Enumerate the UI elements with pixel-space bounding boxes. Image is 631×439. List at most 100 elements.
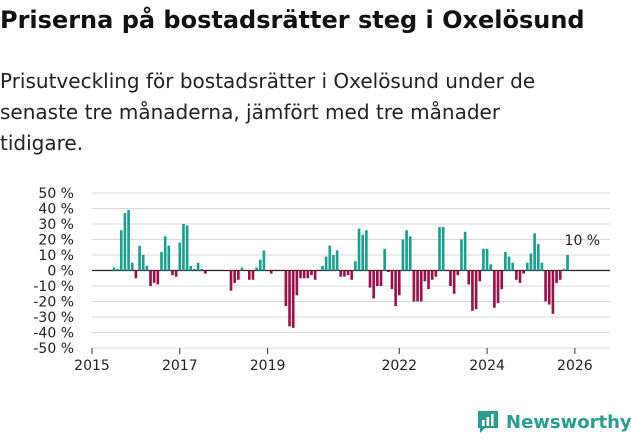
- bar: [247, 270, 251, 280]
- bar: [467, 270, 471, 285]
- bar: [496, 270, 500, 304]
- bar: [354, 261, 357, 271]
- bar: [149, 270, 152, 286]
- last-value-label: 10 %: [565, 233, 601, 249]
- bar: [145, 265, 149, 271]
- x-tick-label: 2017: [162, 358, 198, 374]
- bar: [438, 227, 441, 271]
- bar: [163, 236, 167, 271]
- bar: [493, 270, 496, 308]
- bar: [463, 231, 467, 271]
- bar: [160, 251, 163, 271]
- bar: [284, 270, 288, 307]
- bar: [357, 228, 361, 271]
- x-tick-label: 2019: [250, 358, 286, 374]
- chart-subtitle: Prisutveckling för bostadsrätter i Oxelö…: [0, 69, 536, 155]
- y-axis: 50 %40 %30 %20 %10 %0 %-10 %-20 %-30 %-4…: [33, 186, 74, 357]
- bar: [412, 270, 416, 302]
- bar: [200, 268, 204, 271]
- bar: [504, 251, 507, 271]
- x-tick-label: 2022: [381, 358, 417, 374]
- gridlines: [92, 192, 610, 349]
- bar: [456, 270, 460, 276]
- bar-chart: 50 %40 %30 %20 %10 %0 %-10 %-20 %-30 %-4…: [33, 186, 610, 374]
- bar: [313, 270, 317, 280]
- bar: [551, 270, 555, 314]
- bar: [365, 230, 368, 271]
- x-axis: 2015 2017 2019 2022 2024 2026: [74, 348, 593, 374]
- bar: [295, 270, 299, 296]
- bar: [482, 248, 485, 271]
- y-tick-label: -20 %: [33, 295, 74, 311]
- bar: [427, 270, 430, 290]
- bar: [127, 210, 130, 271]
- bar: [240, 267, 244, 271]
- bar: [130, 262, 134, 271]
- y-tick-label: 0 %: [47, 264, 74, 280]
- bar: [178, 242, 182, 271]
- bar: [204, 270, 207, 274]
- bar: [346, 270, 350, 276]
- bar: [376, 270, 379, 286]
- bar: [485, 248, 489, 271]
- bar: [397, 270, 401, 296]
- bar: [156, 270, 160, 285]
- bar: [383, 248, 386, 271]
- bar: [269, 270, 273, 274]
- bar: [339, 270, 343, 277]
- brand-name: Newsworthy: [506, 411, 631, 433]
- bar: [189, 265, 193, 271]
- bar: [119, 230, 123, 271]
- bar: [566, 255, 569, 271]
- bar: [507, 256, 511, 271]
- bar: [474, 270, 478, 310]
- bar: [350, 270, 354, 280]
- bar: [408, 236, 412, 271]
- bar: [123, 213, 127, 271]
- bar: [434, 270, 438, 277]
- x-tick-label: 2015: [74, 358, 110, 374]
- chart-title: Priserna på bostadsrätter steg i Oxelösu…: [0, 6, 585, 34]
- bar: [405, 230, 408, 271]
- y-tick-label: -10 %: [33, 279, 74, 295]
- bar: [441, 227, 445, 271]
- bar: [379, 270, 383, 286]
- y-tick-label: 30 %: [38, 217, 74, 233]
- bar: [529, 253, 533, 271]
- bar: [302, 270, 306, 279]
- bar: [489, 264, 493, 271]
- bar: [262, 250, 266, 271]
- bar: [343, 270, 346, 277]
- bar: [522, 270, 525, 274]
- bar: [306, 270, 310, 279]
- bar: [558, 270, 562, 280]
- bar: [419, 270, 423, 302]
- bar: [471, 270, 474, 311]
- bar: [401, 239, 405, 271]
- x-tick-label: 2026: [557, 358, 593, 374]
- bar: [515, 270, 518, 280]
- bar: [138, 245, 141, 271]
- bar: [196, 262, 200, 271]
- bar: [430, 270, 434, 280]
- bar: [372, 270, 375, 299]
- bar: [335, 250, 339, 271]
- bar: [324, 256, 328, 271]
- bar: [394, 270, 397, 307]
- bar: [452, 270, 456, 294]
- bar: [416, 270, 419, 302]
- bar: [152, 270, 156, 283]
- bar: [449, 270, 452, 286]
- bar: [112, 267, 116, 271]
- annotations: 10 %: [565, 233, 601, 249]
- bar: [547, 270, 551, 305]
- bar: [562, 268, 566, 271]
- bar: [540, 262, 544, 271]
- bar: [193, 268, 196, 271]
- y-tick-label: -30 %: [33, 310, 74, 326]
- bar: [288, 270, 291, 327]
- bar: [500, 270, 504, 290]
- newsworthy-logo: Newsworthy: [476, 408, 631, 436]
- bar: [361, 234, 365, 271]
- bar: [134, 270, 138, 279]
